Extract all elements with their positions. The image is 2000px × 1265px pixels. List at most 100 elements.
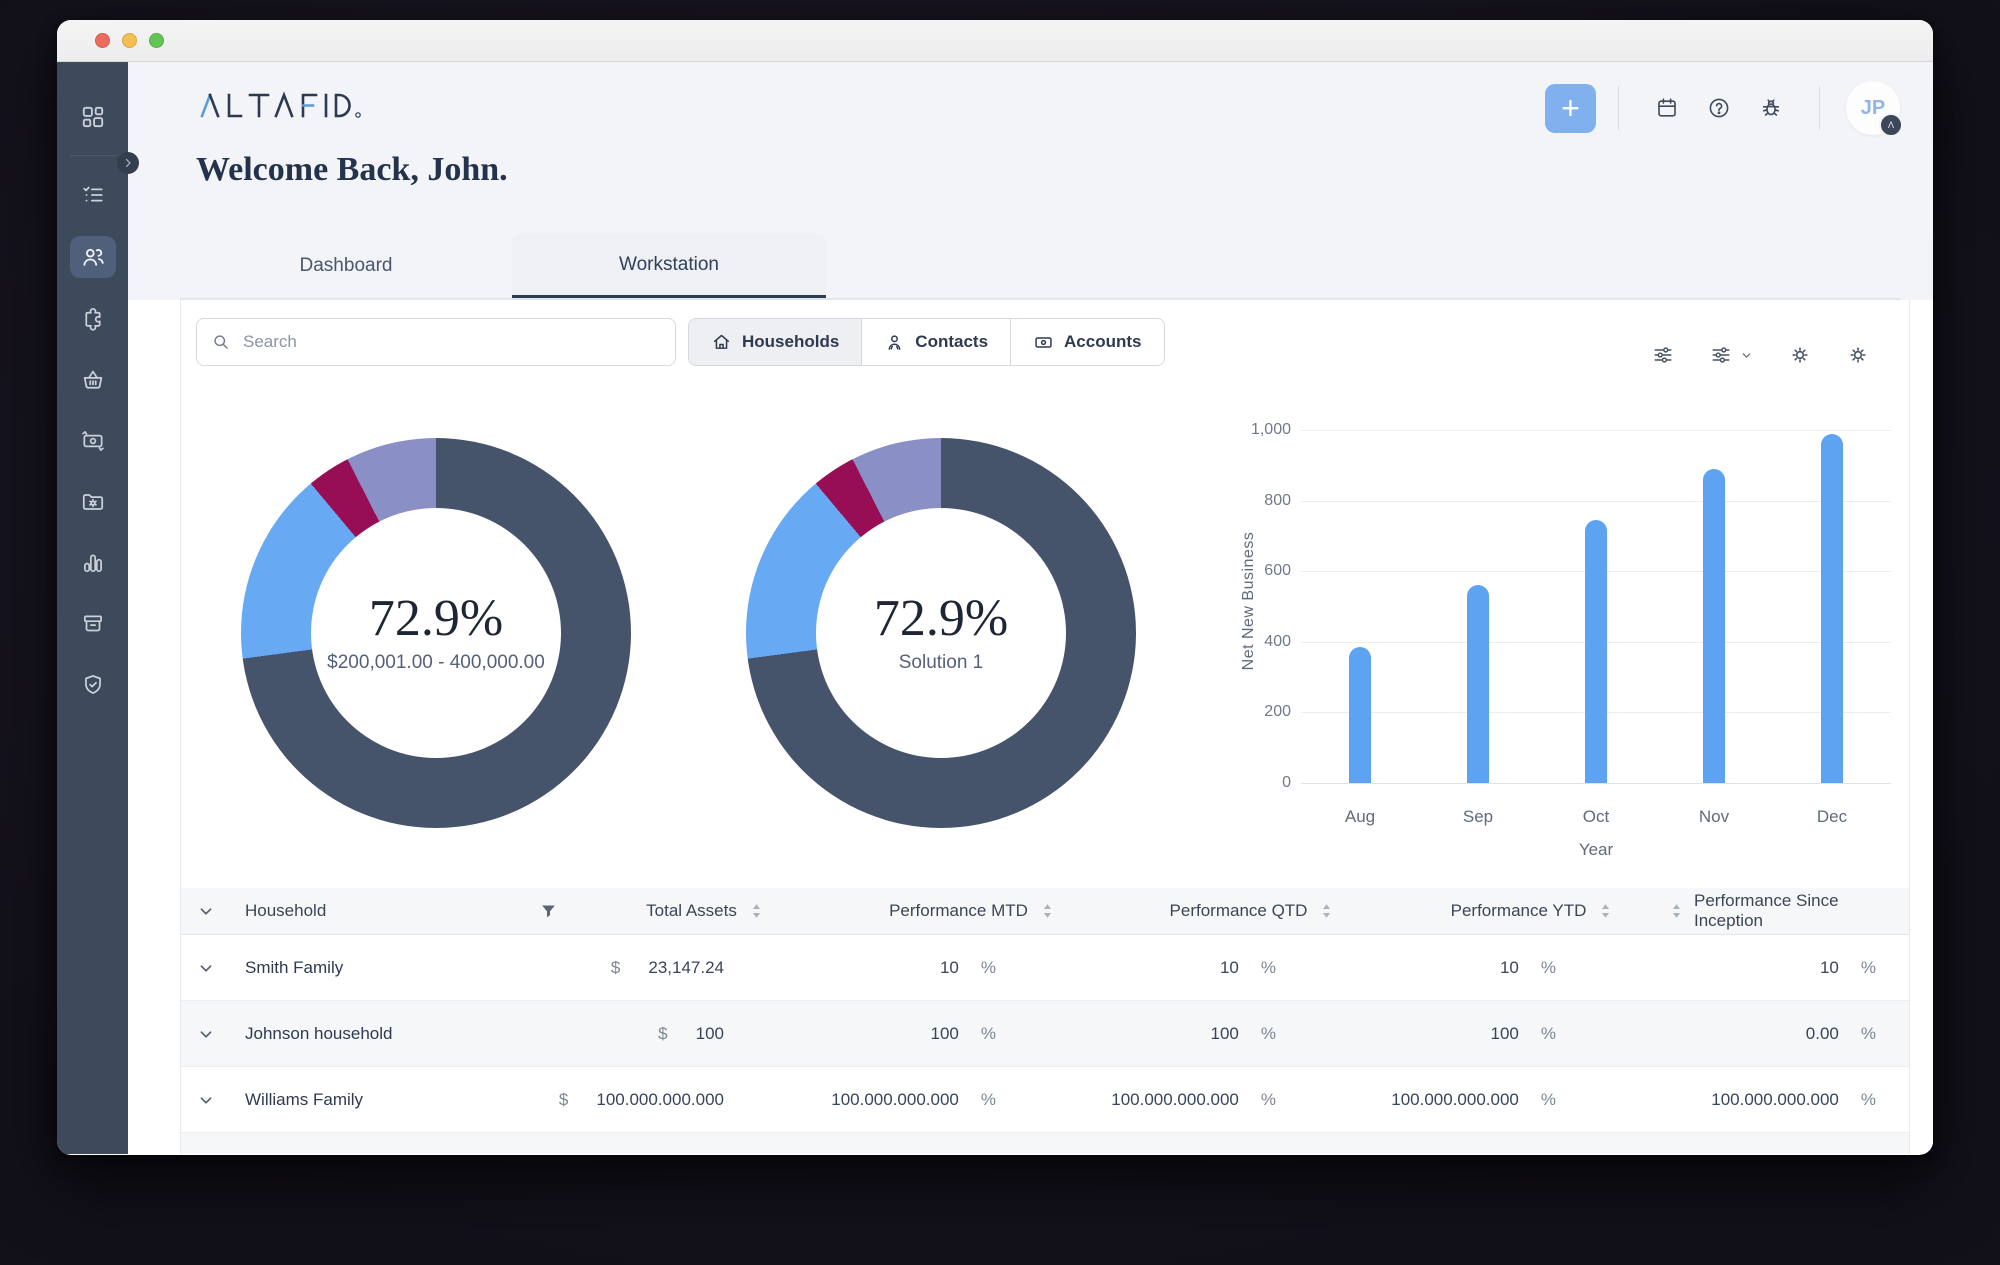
x-axis-label: Year <box>1578 840 1614 859</box>
performance-mtd-cell: 10% <box>939 957 996 977</box>
column-header-performance-mtd[interactable]: Performance MTD <box>831 901 1111 921</box>
chevron-down-icon <box>200 964 212 972</box>
tab-workstation[interactable]: Workstation <box>512 234 826 298</box>
bug-icon[interactable] <box>1759 96 1783 120</box>
sidebar-item-tasks[interactable] <box>70 175 116 215</box>
chevron-down-icon <box>200 1096 212 1104</box>
x-tick-label: Sep <box>1462 807 1494 826</box>
column-header-household[interactable]: Household <box>231 901 577 921</box>
sidebar-item-documents[interactable] <box>70 482 116 522</box>
household-name: Johnson household <box>245 1023 393 1043</box>
row-expander[interactable] <box>181 957 231 979</box>
households-table: Household Total Assets Performance MTD <box>181 888 1909 1154</box>
table-row[interactable]: Smith Family $23,147.24 10% 10% 10% 10% <box>181 935 1909 1001</box>
home-icon <box>713 334 730 349</box>
search-input[interactable] <box>241 331 661 353</box>
entity-segmented-control: Households Contacts <box>688 318 1165 366</box>
chevron-down-icon <box>200 1030 212 1038</box>
segment-label: Households <box>742 332 840 351</box>
sort-icon[interactable] <box>1321 903 1332 919</box>
close-button[interactable] <box>95 33 110 48</box>
money-icon <box>81 431 104 451</box>
altafid-logo <box>200 90 390 126</box>
bar-plot <box>1301 430 1891 784</box>
zoom-button[interactable] <box>149 33 164 48</box>
table-row[interactable]: Johnson household $100 100% 100% 100% 0.00% <box>181 1001 1909 1067</box>
sidebar-item-transactions[interactable] <box>70 421 116 461</box>
bar-stats-icon <box>83 554 102 572</box>
app-window: + <box>57 20 1933 1155</box>
sidebar-expand-button[interactable] <box>117 152 139 174</box>
y-tick-label: 1,000 <box>1250 421 1291 438</box>
sidebar-item-security[interactable] <box>70 665 116 705</box>
row-expander[interactable] <box>181 1023 231 1045</box>
performance-qtd-cell: 100% <box>1210 1023 1277 1043</box>
household-name: Williams Family <box>245 1089 364 1109</box>
column-header-performance-ytd[interactable]: Performance YTD <box>1391 901 1671 921</box>
sidebar-item-marketplace[interactable] <box>70 360 116 400</box>
chevron-down-icon <box>1742 352 1751 358</box>
sidebar-item-dashboard[interactable] <box>70 97 116 137</box>
page-header: + <box>128 62 1933 300</box>
filter-funnel-icon[interactable] <box>540 903 557 920</box>
column-header-performance-qtd[interactable]: Performance QTD <box>1111 901 1391 921</box>
chart-settings-button[interactable] <box>1789 344 1811 366</box>
donut-center-value: 72.9% <box>873 589 1009 647</box>
sidebar-item-integrations[interactable] <box>70 299 116 339</box>
sort-icon[interactable] <box>1042 903 1053 919</box>
gear-icon <box>1792 347 1808 363</box>
sidebar-item-archive[interactable] <box>70 604 116 644</box>
filter-sliders-dropdown-button[interactable] <box>1710 344 1753 366</box>
add-button[interactable]: + <box>1545 83 1596 133</box>
titlebar <box>57 20 1933 62</box>
tab-dashboard[interactable]: Dashboard <box>299 255 393 276</box>
performance-mtd-cell: 100.000.000.000% <box>831 1089 996 1109</box>
filter-sliders-button[interactable] <box>1652 344 1674 366</box>
total-assets-cell: $100 <box>658 1023 724 1043</box>
sliders-icon <box>1712 347 1730 363</box>
sort-icon[interactable] <box>1600 903 1611 919</box>
segment-contacts[interactable]: Contacts <box>862 319 1012 365</box>
avatar-badge: Λ <box>1879 113 1903 137</box>
x-tick-label: Dec <box>1816 807 1848 826</box>
column-header-total-assets[interactable]: Total Assets <box>577 901 831 921</box>
banknote-icon <box>1035 336 1052 348</box>
folder-gear-icon <box>82 494 103 510</box>
search-icon <box>214 335 228 349</box>
row-expander[interactable] <box>181 1089 231 1111</box>
gear-icon <box>1850 347 1866 363</box>
donut-chart-asset-range: 72.9% $200,001.00 - 400,000.00 <box>241 438 631 828</box>
sidebar-item-clients[interactable] <box>69 236 116 278</box>
calendar-icon[interactable] <box>1655 96 1679 120</box>
minimize-button[interactable] <box>122 33 137 48</box>
total-assets-cell: $23,147.24 <box>610 957 724 977</box>
archive-icon <box>83 615 102 632</box>
tab-bar: Dashboard Workstation <box>180 234 1900 300</box>
charts-section: 72.9% $200,001.00 - 400,000.00 72.9% Sol… <box>181 366 1909 888</box>
performance-qtd-cell: 100.000.000.000% <box>1111 1089 1276 1109</box>
separator <box>1819 86 1820 130</box>
column-header-performance-since-inception[interactable]: Performance Since Inception <box>1671 891 1909 931</box>
help-icon[interactable] <box>1707 96 1731 120</box>
household-name: Smith Family <box>245 957 344 977</box>
performance-ytd-cell: 100% <box>1490 1023 1557 1043</box>
gridline <box>1301 430 1891 431</box>
bar-aug <box>1349 647 1371 783</box>
sort-icon[interactable] <box>751 903 762 919</box>
total-assets-cell: $100.000.000.000 <box>558 1089 724 1109</box>
net-new-business-chart: Net New Business Year 0 200 400 600 800 1,000… <box>1211 406 1909 859</box>
table-settings-button[interactable] <box>1847 344 1869 366</box>
y-tick-label: 400 <box>1264 632 1291 650</box>
person-icon <box>888 334 901 350</box>
table-row[interactable]: Williams Family $100.000.000.000 100.000.0… <box>181 1067 1909 1133</box>
sort-icon[interactable] <box>1671 903 1682 919</box>
y-tick-label: 0 <box>1282 774 1291 791</box>
segment-accounts[interactable]: Accounts <box>1011 319 1164 365</box>
segment-label: Accounts <box>1064 332 1142 351</box>
sidebar-item-analytics[interactable] <box>70 543 116 583</box>
table-body: Smith Family $23,147.24 10% 10% 10% 10% Johnso… <box>181 935 1909 1133</box>
sidebar-divider <box>69 155 116 156</box>
collapse-all-button[interactable] <box>181 900 231 922</box>
performance-since-inception-cell: 10% <box>1819 957 1876 977</box>
segment-households[interactable]: Households <box>689 319 863 365</box>
